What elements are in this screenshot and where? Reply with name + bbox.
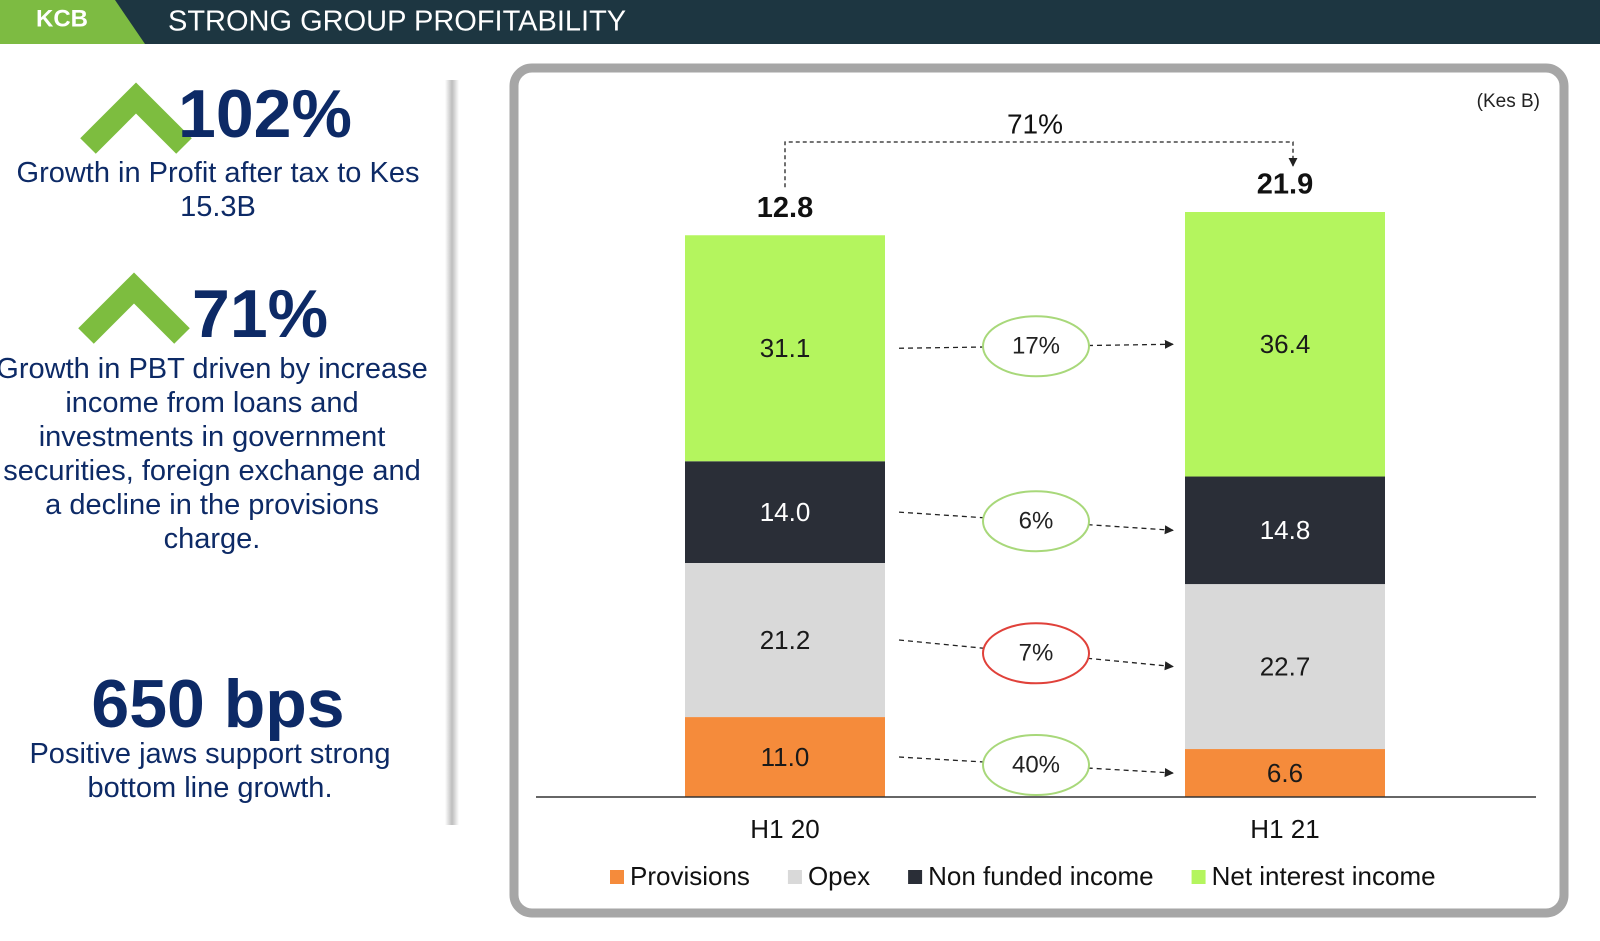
legend-swatch [908,870,923,884]
x-tick-label: H1 20 [750,814,819,844]
legend-label: Non funded income [928,861,1153,891]
data-label: 14.0 [760,497,811,527]
growth-bubble [982,622,1090,685]
growth-label: 7% [1019,640,1054,667]
growth-bracket [784,141,1298,188]
data-label: 11.0 [761,742,810,772]
header-title: STRONG GROUP PROFITABILITY [168,6,626,38]
legend-swatch [610,870,624,884]
data-label: 31.1 [760,333,811,363]
total-label: 12.8 [757,192,813,224]
x-tick-label: H1 21 [1250,814,1319,844]
legend-label: Opex [808,861,870,891]
bar-segment [685,563,885,718]
bar-segment [1185,584,1385,750]
growth-label: 17% [1012,333,1060,360]
kpi-figure: 71% [192,276,329,352]
kpi-text: Growth in PBT driven by increase income … [0,353,428,555]
growth-label: 6% [1019,508,1054,535]
kpi-text: Growth in Profit after tax to Kes 15.3B [16,157,420,223]
logo-band [0,0,145,44]
data-label: 36.4 [1260,329,1311,359]
kpi-text: Positive jaws support strong bottom line… [29,738,391,804]
data-label: 21.2 [760,625,811,655]
data-label: 14.8 [1260,515,1311,545]
divider [445,80,459,825]
bar-segment [685,717,885,797]
unit-label: (Kes B) [1477,91,1540,112]
header-bar [0,0,1600,44]
bar-segment [1185,476,1385,585]
data-label: 22.7 [1260,651,1311,681]
growth-bubble [982,490,1090,553]
chart: 11.0 21.2 14.0 31.1 12.8 H1 20 6.6 22.7 14.8 36.4… [536,108,1536,891]
bar-segment [685,461,885,563]
bar-segment [1185,749,1385,797]
up-arrow [78,272,190,344]
bar-segment [685,235,885,462]
kpi-figure: 650 bps [91,666,345,742]
data-label: 6.6 [1267,758,1303,788]
legend-swatch [787,870,802,884]
legend-label: Net interest income [1212,861,1436,891]
legend-swatch [1191,870,1206,884]
growth-label: 40% [1012,751,1060,778]
kpi-figure: 102% [178,76,352,152]
bar-segment [1185,212,1385,477]
growth-bubble [982,315,1090,378]
logo: KCB [36,5,88,32]
up-arrow [80,82,192,154]
legend-label: Provisions [630,861,750,891]
growth-bubble [982,734,1090,797]
growth-label: 71% [1007,108,1063,139]
total-label: 21.9 [1257,169,1313,201]
